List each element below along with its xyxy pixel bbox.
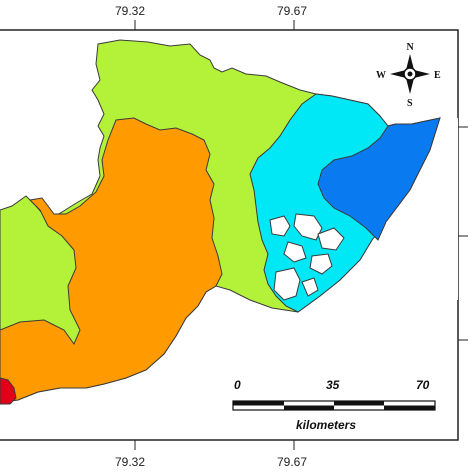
scale-unit-label: kilometers [296, 418, 356, 432]
compass-e-label: E [434, 70, 441, 81]
zone-red [0, 377, 17, 405]
coastline [385, 117, 441, 223]
compass-w-label: W [376, 70, 386, 81]
lake-2 [293, 213, 323, 241]
lake-1 [269, 215, 291, 237]
scale-bar-segment-3 [334, 401, 384, 406]
coast-strip [386, 118, 458, 300]
compass-s-label: S [407, 98, 413, 109]
compass-n-label: N [407, 42, 415, 53]
bottom-tick-label-2: 79.67 [277, 455, 307, 469]
bottom-tick-label-1: 79.32 [115, 455, 145, 469]
compass-north-arrow [406, 54, 414, 70]
zone-orange [0, 117, 223, 403]
scale-bar-segment-2 [284, 405, 334, 410]
compass-east-arrow [414, 70, 430, 78]
scale-bar-segment-4 [384, 405, 435, 410]
lake-6 [273, 267, 301, 301]
scale-label-70: 70 [416, 378, 430, 392]
scale-label-0: 0 [234, 378, 241, 392]
top-tick-label-1: 79.32 [115, 4, 145, 18]
lake-7 [301, 277, 319, 297]
compass-south-arrow [406, 78, 414, 94]
compass-west-arrow [390, 70, 406, 78]
lake-4 [283, 241, 307, 263]
scale-label-35: 35 [326, 378, 340, 392]
lake-3 [317, 227, 345, 251]
compass-rose: N S E W [376, 42, 441, 109]
compass-dot [407, 71, 413, 77]
scale-bar: 0 35 70 kilometers [232, 378, 436, 432]
lake-5 [309, 253, 333, 275]
top-tick-label-2: 79.67 [277, 4, 307, 18]
scale-bar-segment-1 [233, 401, 284, 406]
